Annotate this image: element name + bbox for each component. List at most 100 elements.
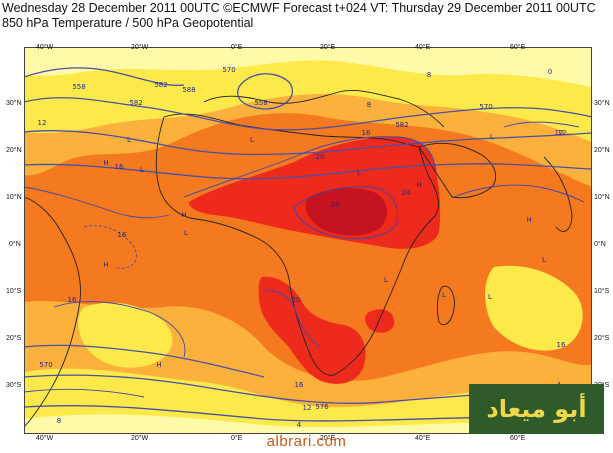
geo-contour-558	[237, 73, 294, 110]
low-mark: L	[442, 291, 446, 299]
high-mark: H	[416, 181, 421, 189]
low-mark: L	[542, 256, 546, 264]
lon-label: 20°W	[131, 44, 149, 51]
lon-label: 60°E	[510, 435, 526, 442]
temp-label: 20	[316, 153, 325, 161]
temp-label: 12	[558, 129, 567, 137]
temp-label: 12	[303, 404, 312, 412]
temp-contour-16-south	[53, 301, 186, 358]
geo-label: 570	[222, 66, 235, 74]
lon-label: 20°E	[320, 435, 336, 442]
lat-label: 20°N	[594, 147, 610, 154]
lon-label: 20°E	[320, 44, 336, 51]
temp-label: 12	[38, 119, 47, 127]
temp-contour-24-north	[293, 186, 398, 240]
lon-label: 60°E	[510, 44, 526, 51]
temp-band-yellow-atlantic-south	[78, 302, 173, 368]
low-mark: L	[488, 293, 492, 301]
site-watermark: albrari.com	[266, 433, 347, 450]
temp-band-yellow-indian	[485, 265, 583, 351]
temp-label: 8	[427, 71, 431, 79]
high-mark: H	[156, 361, 161, 369]
coast-southeast-africa	[333, 266, 403, 376]
geo-contour-582	[24, 163, 592, 180]
temp-contour-16-atlantic	[24, 186, 170, 219]
temp-contour-20-north	[183, 136, 437, 198]
lat-label: 10°N	[594, 194, 610, 201]
lon-label: 40°W	[36, 435, 54, 442]
lat-label: 30°N	[594, 100, 610, 107]
geo-contour-576	[24, 130, 592, 156]
temp-label: 16	[362, 129, 371, 137]
lon-label: 20°W	[131, 435, 149, 442]
lat-label: 0°N	[9, 241, 21, 248]
logo-text: أبو ميعاد	[486, 395, 587, 423]
temp-label: 4	[297, 421, 302, 429]
temp-label: 16	[118, 231, 127, 239]
geo-contour-570-south	[24, 344, 265, 378]
temp-band-darkred-core	[305, 187, 388, 236]
forecast-title: Wednesday 28 December 2011 00UTC ©ECMWF …	[2, 1, 596, 15]
geo-label: 570	[39, 361, 52, 369]
high-mark: H	[103, 159, 108, 167]
high-mark: H	[526, 216, 531, 224]
lat-label: 30°N	[6, 100, 22, 107]
coast-arabia	[418, 142, 497, 199]
temp-contour-16-indian	[453, 184, 585, 203]
lat-label: 20°S	[6, 335, 22, 342]
geo-contour-570	[24, 97, 592, 131]
geo-label: 582	[395, 121, 408, 129]
lat-label: 20°N	[6, 147, 22, 154]
lat-label: 10°S	[6, 288, 22, 295]
temp-label: 8	[367, 101, 371, 109]
geo-label: 558	[254, 99, 267, 107]
temp-label: 24	[331, 201, 340, 209]
low-mark: L	[490, 133, 494, 141]
temp-label: 16	[68, 296, 77, 304]
lat-label: 20°S	[594, 335, 610, 342]
temp-label: 16	[557, 341, 566, 349]
weather-map: 12 16 20 24 16 12 8 16 20 24 16 12 8 16 …	[24, 47, 592, 434]
forecast-subtitle: 850 hPa Temperature / 500 hPa Geopotenti…	[2, 16, 254, 30]
temp-contour-dashed	[83, 225, 137, 269]
lon-label: 0°E	[231, 44, 243, 51]
coast-southwest-africa	[288, 278, 335, 376]
geo-label: 588	[182, 86, 195, 94]
geo-contour-588-north	[24, 67, 185, 86]
temp-contour-12-east	[503, 121, 580, 128]
geo-label: 582	[129, 99, 142, 107]
temp-label: 24	[402, 189, 411, 197]
map-header: Wednesday 28 December 2011 00UTC ©ECMWF …	[2, 1, 608, 31]
coast-mediterranean-north	[203, 89, 445, 128]
geo-label: 558	[72, 83, 85, 91]
coast-red-sea	[418, 146, 453, 198]
high-mark: H	[103, 261, 108, 269]
coast-south-america	[24, 196, 81, 428]
temp-label: 16	[295, 381, 304, 389]
coast-east-africa	[401, 146, 439, 268]
low-mark: L	[184, 229, 188, 237]
coast-india	[543, 156, 573, 232]
low-mark: L	[250, 136, 254, 144]
low-mark: L	[127, 136, 131, 144]
lon-label: 40°W	[36, 44, 54, 51]
temp-label: 16	[115, 163, 124, 171]
high-mark: H	[181, 211, 186, 219]
lat-label: 30°S	[6, 382, 22, 389]
lat-label: 10°N	[6, 194, 22, 201]
temp-band-red-madagascar	[365, 309, 395, 333]
low-mark: L	[140, 166, 144, 174]
map-frame	[24, 47, 592, 434]
geo-label: 582	[154, 81, 167, 89]
temp-label: 12	[555, 129, 564, 137]
low-mark: L	[384, 276, 388, 284]
temp-band-red-southern-africa	[258, 276, 366, 384]
temp-band-pale-north	[24, 47, 592, 87]
watermark-logo: أبو ميعاد	[469, 384, 604, 434]
temp-contour-20-south	[263, 290, 320, 348]
temp-label: 20	[292, 296, 301, 304]
geo-label: 570	[479, 103, 492, 111]
lat-label: 10°S	[594, 288, 610, 295]
coast-madagascar	[436, 285, 455, 326]
temp-contour-8-south	[24, 388, 145, 398]
